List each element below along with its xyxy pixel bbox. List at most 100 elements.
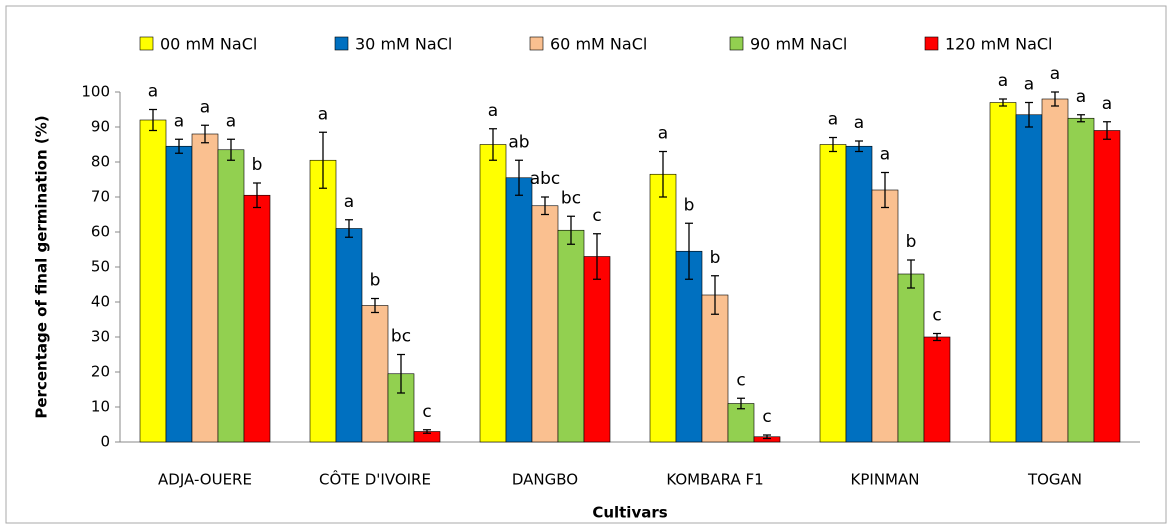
bar	[361, 305, 389, 443]
significance-letter: a	[658, 124, 668, 144]
error-bar	[567, 215, 575, 245]
bar	[531, 205, 559, 443]
error-bar	[763, 434, 771, 440]
error-bar	[659, 150, 667, 198]
significance-letter: b	[906, 232, 917, 252]
error-bar	[881, 171, 889, 209]
bar	[165, 145, 193, 443]
legend-label: 120 mM NaCl	[945, 35, 1053, 54]
x-tick-label: CÔTE D'IVOIRE	[319, 470, 431, 489]
significance-letter: a	[1024, 75, 1034, 95]
y-tick-label: 70	[91, 188, 110, 206]
legend-swatch	[139, 36, 154, 51]
significance-letter: a	[226, 111, 236, 131]
legend-swatch	[529, 36, 544, 51]
y-tick-label: 10	[91, 398, 110, 416]
bar	[479, 144, 507, 443]
error-bar	[593, 233, 601, 280]
bar	[897, 273, 925, 443]
significance-letter: c	[592, 206, 601, 226]
error-bar	[933, 332, 941, 342]
legend-swatch	[729, 36, 744, 51]
error-bar	[319, 131, 327, 189]
bar	[819, 144, 847, 443]
y-axis-label: Percentage of final germination (%)	[33, 115, 51, 418]
error-bar	[371, 297, 379, 314]
error-bar	[227, 138, 235, 161]
significance-letter: a	[880, 145, 890, 165]
error-bar	[685, 222, 693, 280]
error-bar	[253, 182, 261, 209]
significance-letter: b	[710, 248, 721, 268]
significance-letter: bc	[561, 188, 581, 208]
bar	[243, 194, 271, 443]
bar	[845, 145, 873, 443]
x-tick-label: DANGBO	[512, 471, 578, 489]
y-tick-label: 50	[91, 258, 110, 276]
bar	[1041, 98, 1069, 443]
y-tick-label: 80	[91, 153, 110, 171]
error-bar	[907, 259, 915, 289]
significance-letter: c	[422, 402, 431, 422]
significance-letter: b	[252, 155, 263, 175]
error-bar	[737, 397, 745, 410]
bar	[1015, 114, 1043, 443]
x-tick-label: KPINMAN	[851, 471, 920, 489]
bar	[871, 189, 899, 443]
error-bar	[1051, 91, 1059, 107]
error-bar	[201, 124, 209, 144]
significance-letter: a	[1102, 94, 1112, 114]
error-bar	[855, 140, 863, 153]
y-tick-label: 100	[81, 83, 110, 101]
x-axis-label: Cultivars	[592, 504, 667, 522]
error-bar	[489, 128, 497, 161]
error-bar	[397, 353, 405, 394]
bar	[675, 250, 703, 443]
bar	[309, 159, 337, 443]
error-bar	[149, 108, 157, 132]
legend-label: 90 mM NaCl	[750, 35, 847, 54]
error-bar	[1025, 101, 1033, 128]
significance-letter: a	[318, 104, 328, 124]
y-tick-label: 90	[91, 118, 110, 136]
error-bar	[541, 196, 549, 216]
significance-letter: abc	[530, 169, 561, 189]
significance-letter: bc	[391, 327, 411, 347]
significance-letter: c	[932, 306, 941, 326]
bar	[139, 119, 167, 443]
y-tick-label: 60	[91, 223, 110, 241]
bar	[583, 256, 611, 443]
bar	[335, 228, 363, 443]
significance-letter: a	[854, 113, 864, 133]
bar	[1067, 117, 1095, 443]
x-tick-label: KOMBARA F1	[666, 471, 763, 489]
y-tick-label: 40	[91, 293, 110, 311]
legend-label: 60 mM NaCl	[550, 35, 647, 54]
significance-letter: a	[1076, 87, 1086, 107]
bar	[1093, 130, 1121, 443]
legend-swatch	[334, 36, 349, 51]
legend-swatch	[924, 36, 939, 51]
error-bar	[711, 275, 719, 315]
error-bar	[1103, 121, 1111, 140]
error-bar	[345, 219, 353, 238]
significance-letter: a	[148, 82, 158, 102]
significance-letter: a	[344, 192, 354, 212]
y-tick-label: 30	[91, 328, 110, 346]
x-tick-label: ADJA-OUERE	[158, 471, 252, 489]
x-tick-label: TOGAN	[1027, 471, 1082, 489]
bar	[191, 133, 219, 443]
bar	[989, 102, 1017, 443]
significance-letter: a	[174, 111, 184, 131]
significance-letter: c	[762, 407, 771, 427]
y-tick-label: 0	[100, 433, 110, 451]
bar	[701, 294, 729, 443]
significance-letter: a	[998, 71, 1008, 91]
bar	[727, 403, 755, 443]
error-bar	[423, 429, 431, 434]
legend-label: 00 mM NaCl	[160, 35, 257, 54]
bar	[217, 149, 245, 443]
y-tick-label: 20	[91, 363, 110, 381]
error-bar	[515, 159, 523, 196]
